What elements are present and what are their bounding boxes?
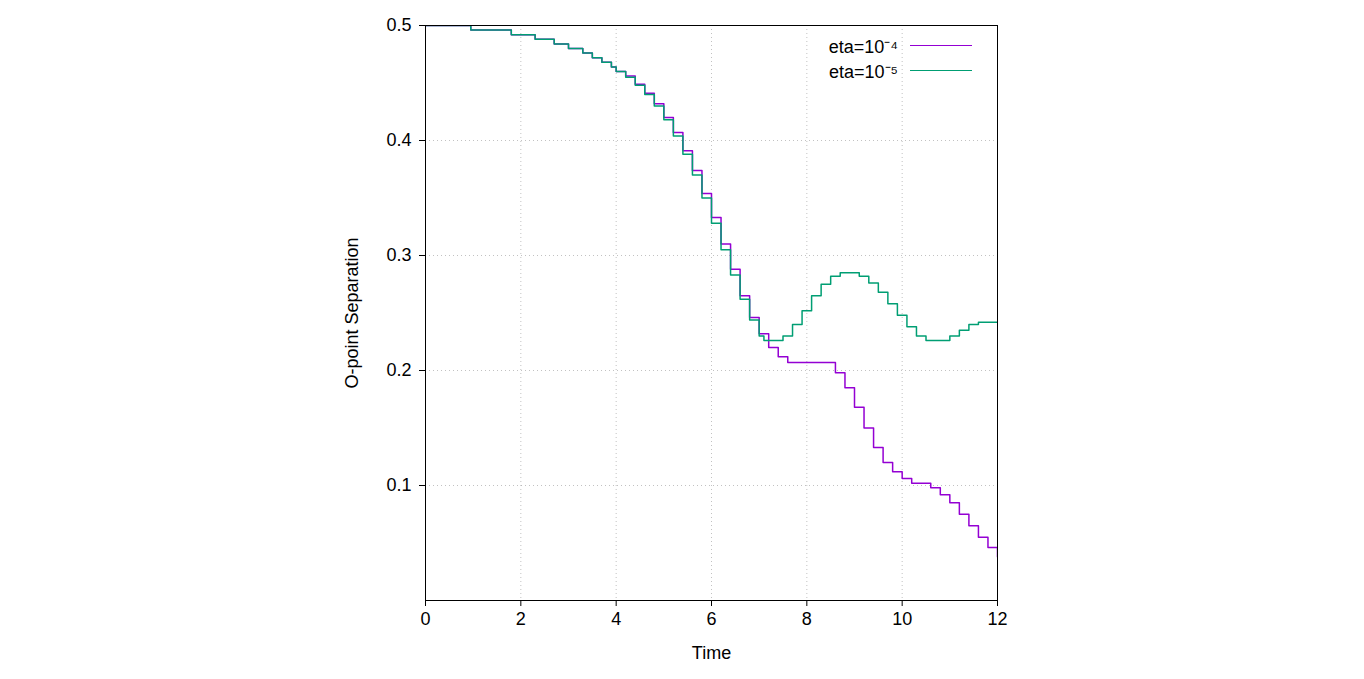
svg-text:6: 6 xyxy=(706,609,716,629)
html-text:eta=10⁻⁵: eta=10⁻⁵ xyxy=(829,61,898,82)
svg-text:0.2: 0.2 xyxy=(386,360,411,380)
svg-text:Time: Time xyxy=(692,643,731,663)
svg-text:0.4: 0.4 xyxy=(386,130,411,150)
svg-text:0: 0 xyxy=(420,609,430,629)
svg-text:0.5: 0.5 xyxy=(386,15,411,35)
svg-text:12: 12 xyxy=(987,609,1007,629)
svg-text:O-point Separation: O-point Separation xyxy=(342,237,362,388)
svg-text:10: 10 xyxy=(892,609,912,629)
svg-text:4: 4 xyxy=(611,609,621,629)
svg-text:0.1: 0.1 xyxy=(386,475,411,495)
svg-text:0.3: 0.3 xyxy=(386,245,411,265)
html-text:eta=10⁻⁴: eta=10⁻⁴ xyxy=(828,36,898,57)
svg-text:8: 8 xyxy=(802,609,812,629)
svg-text:2: 2 xyxy=(516,609,526,629)
